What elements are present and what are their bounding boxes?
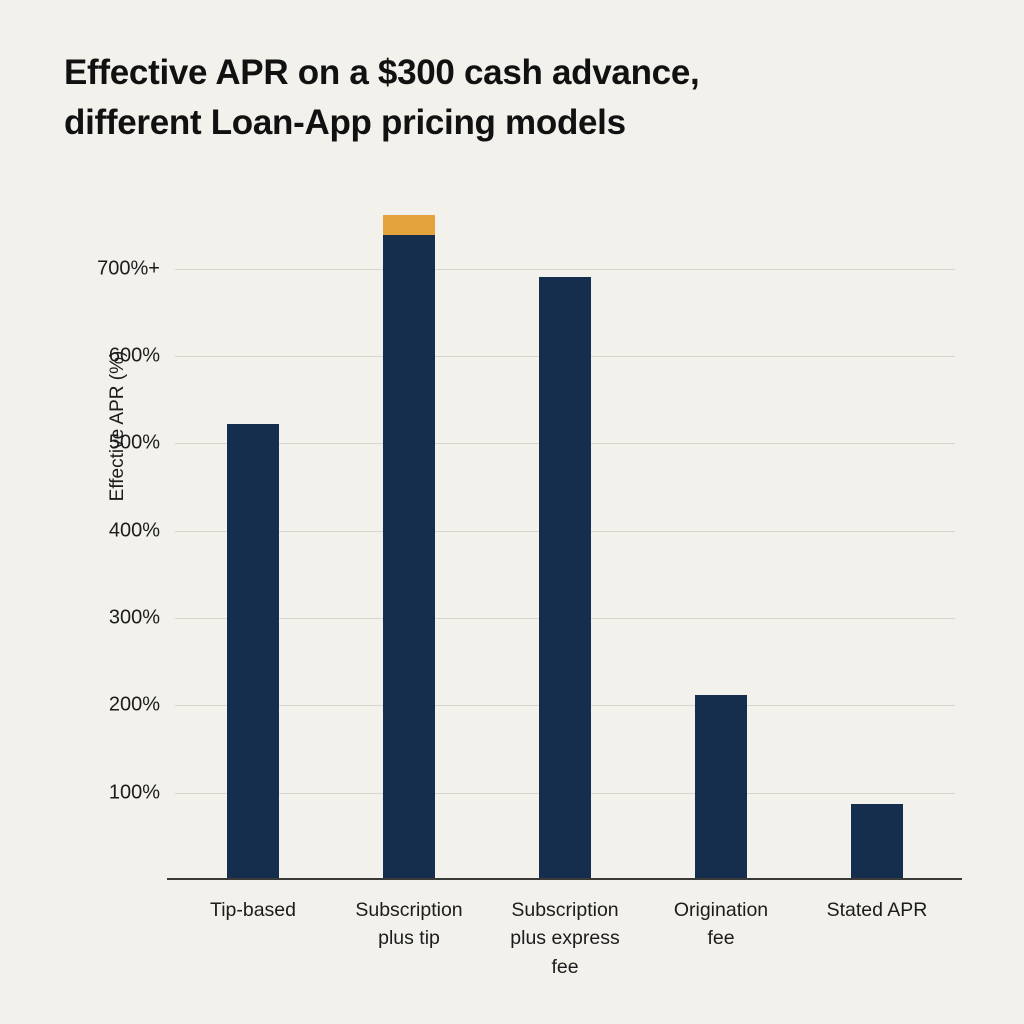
bar[interactable] (851, 190, 903, 880)
bar[interactable] (227, 190, 279, 880)
bar-segment-base[interactable] (383, 235, 435, 880)
y-axis-tick-label: 500% (108, 431, 160, 454)
plot-area (175, 190, 955, 880)
chart-title: Effective APR on a $300 cash advance, di… (64, 53, 700, 142)
x-axis-tick-label: Subscription plus tip (355, 899, 463, 950)
bar-segment-base[interactable] (227, 424, 279, 880)
x-axis-tick-label: Stated APR (826, 899, 928, 921)
x-axis-baseline (167, 878, 962, 880)
y-axis-tick-label: 300% (108, 606, 160, 629)
gridline-700pctplus (175, 268, 955, 270)
bar-segment-base[interactable] (695, 694, 747, 880)
bar-segment-base[interactable] (539, 277, 591, 880)
y-axis-tick-label: 600% (108, 344, 160, 367)
bar[interactable] (695, 190, 747, 880)
x-axis-tick-label: Subscription plus express fee (510, 899, 620, 978)
x-axis-tick-label: Origination fee (673, 899, 769, 950)
bar[interactable] (539, 190, 591, 880)
bar-segment-base[interactable] (851, 804, 903, 880)
y-axis-tick-labels: 100% 200% 300% 400% 500% 600% 700%+ (48, 190, 160, 880)
bar-segment-extra[interactable] (383, 215, 435, 236)
y-axis-tick-label: 100% (108, 781, 160, 804)
x-axis-tick-label: Tip-based (210, 899, 296, 921)
y-axis-tick-label: 200% (108, 693, 160, 716)
y-axis-tick-label: 400% (108, 519, 160, 542)
bar[interactable] (383, 190, 435, 880)
y-axis-tick-label: 700%+ (97, 257, 160, 280)
